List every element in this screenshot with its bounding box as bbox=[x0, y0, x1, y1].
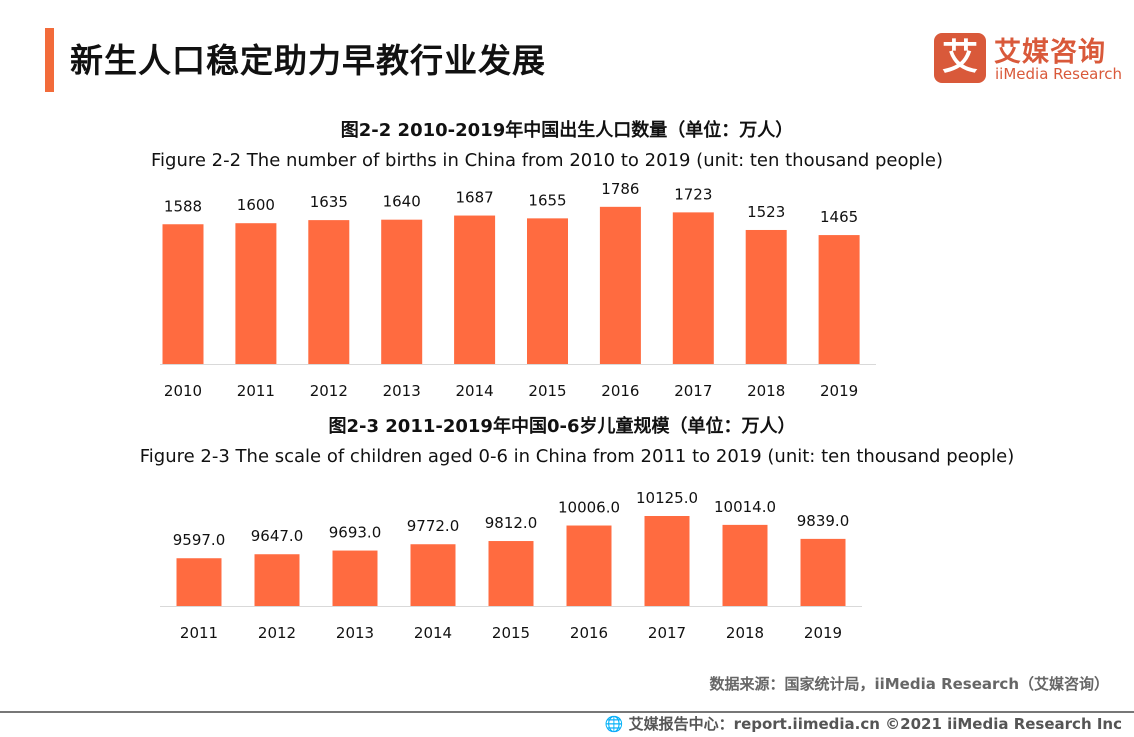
x-tick-label: 2012 bbox=[310, 382, 348, 400]
bar bbox=[644, 516, 690, 606]
x-tick-label: 2015 bbox=[528, 382, 566, 400]
x-tick-label: 2013 bbox=[383, 382, 421, 400]
chart2-subtitle: Figure 2-3 The scale of children aged 0-… bbox=[139, 446, 1015, 467]
data-label: 9839.0 bbox=[797, 512, 850, 530]
data-label: 9812.0 bbox=[485, 514, 538, 532]
bar bbox=[800, 538, 846, 606]
bar bbox=[566, 525, 612, 606]
bar bbox=[599, 206, 641, 364]
bar bbox=[254, 554, 300, 606]
bar bbox=[332, 550, 378, 606]
x-tick-label: 2014 bbox=[414, 624, 452, 642]
title-accent-bar bbox=[45, 28, 54, 92]
bar bbox=[722, 524, 768, 606]
footer-text: 艾媒报告中心：report.iimedia.cn ©2021 iiMedia R… bbox=[628, 715, 1122, 733]
bar bbox=[176, 558, 222, 606]
chart1-title: 图2-2 2010-2019年中国出生人口数量（单位：万人） bbox=[340, 120, 794, 141]
x-tick-label: 2010 bbox=[164, 382, 202, 400]
data-label: 10014.0 bbox=[714, 498, 776, 516]
data-source: 数据来源：国家统计局，iiMedia Research（艾媒咨询） bbox=[709, 675, 1109, 693]
data-label: 10125.0 bbox=[636, 489, 698, 507]
data-label: 1523 bbox=[747, 203, 785, 221]
bar bbox=[488, 541, 534, 606]
globe-icon: 🌐 bbox=[604, 715, 624, 733]
footer: 🌐 艾媒报告中心：report.iimedia.cn ©2021 iiMedia… bbox=[605, 713, 1122, 734]
data-label: 1687 bbox=[456, 189, 494, 207]
data-label: 1465 bbox=[820, 208, 858, 226]
bar bbox=[527, 218, 568, 364]
data-label: 9597.0 bbox=[173, 531, 226, 549]
x-tick-label: 2018 bbox=[726, 624, 764, 642]
bar bbox=[454, 215, 496, 364]
x-tick-label: 2017 bbox=[648, 624, 686, 642]
data-label: 1640 bbox=[383, 193, 421, 211]
footer-divider bbox=[0, 711, 1134, 713]
bar bbox=[410, 544, 456, 606]
chart1-subtitle: Figure 2-2 The number of births in China… bbox=[151, 150, 943, 171]
x-tick-label: 2012 bbox=[258, 624, 296, 642]
x-tick-label: 2017 bbox=[674, 382, 712, 400]
chart2-title: 图2-3 2011-2019年中国0-6岁儿童规模（单位：万人） bbox=[328, 416, 796, 437]
data-label: 10006.0 bbox=[558, 499, 620, 517]
data-label: 1635 bbox=[310, 193, 348, 211]
bar bbox=[381, 219, 423, 364]
x-tick-label: 2011 bbox=[237, 382, 275, 400]
data-label: 1786 bbox=[601, 180, 639, 198]
x-tick-label: 2019 bbox=[820, 382, 858, 400]
bar bbox=[162, 224, 204, 364]
bar bbox=[745, 229, 787, 364]
bar bbox=[672, 212, 714, 364]
data-label: 9693.0 bbox=[329, 524, 382, 542]
bar bbox=[818, 235, 860, 364]
bar bbox=[235, 223, 277, 364]
x-tick-label: 2011 bbox=[180, 624, 218, 642]
x-tick-label: 2016 bbox=[570, 624, 608, 642]
data-label: 1723 bbox=[674, 185, 712, 203]
data-label: 9772.0 bbox=[407, 517, 460, 535]
data-label: 1588 bbox=[164, 197, 202, 215]
x-tick-label: 2015 bbox=[492, 624, 530, 642]
x-tick-label: 2019 bbox=[804, 624, 842, 642]
data-label: 1655 bbox=[528, 191, 566, 209]
x-tick-label: 2018 bbox=[747, 382, 785, 400]
bar bbox=[308, 220, 350, 364]
logo-cn: 艾媒咨询 bbox=[994, 37, 1106, 68]
x-tick-label: 2014 bbox=[456, 382, 494, 400]
x-tick-label: 2013 bbox=[336, 624, 374, 642]
page-title: 新生人口稳定助力早教行业发展 bbox=[70, 41, 546, 80]
logo-mark: 艾 bbox=[934, 33, 986, 83]
data-label: 1600 bbox=[237, 196, 275, 214]
logo-en: iiMedia Research bbox=[995, 65, 1122, 83]
x-tick-label: 2016 bbox=[601, 382, 639, 400]
data-label: 9647.0 bbox=[251, 527, 304, 545]
